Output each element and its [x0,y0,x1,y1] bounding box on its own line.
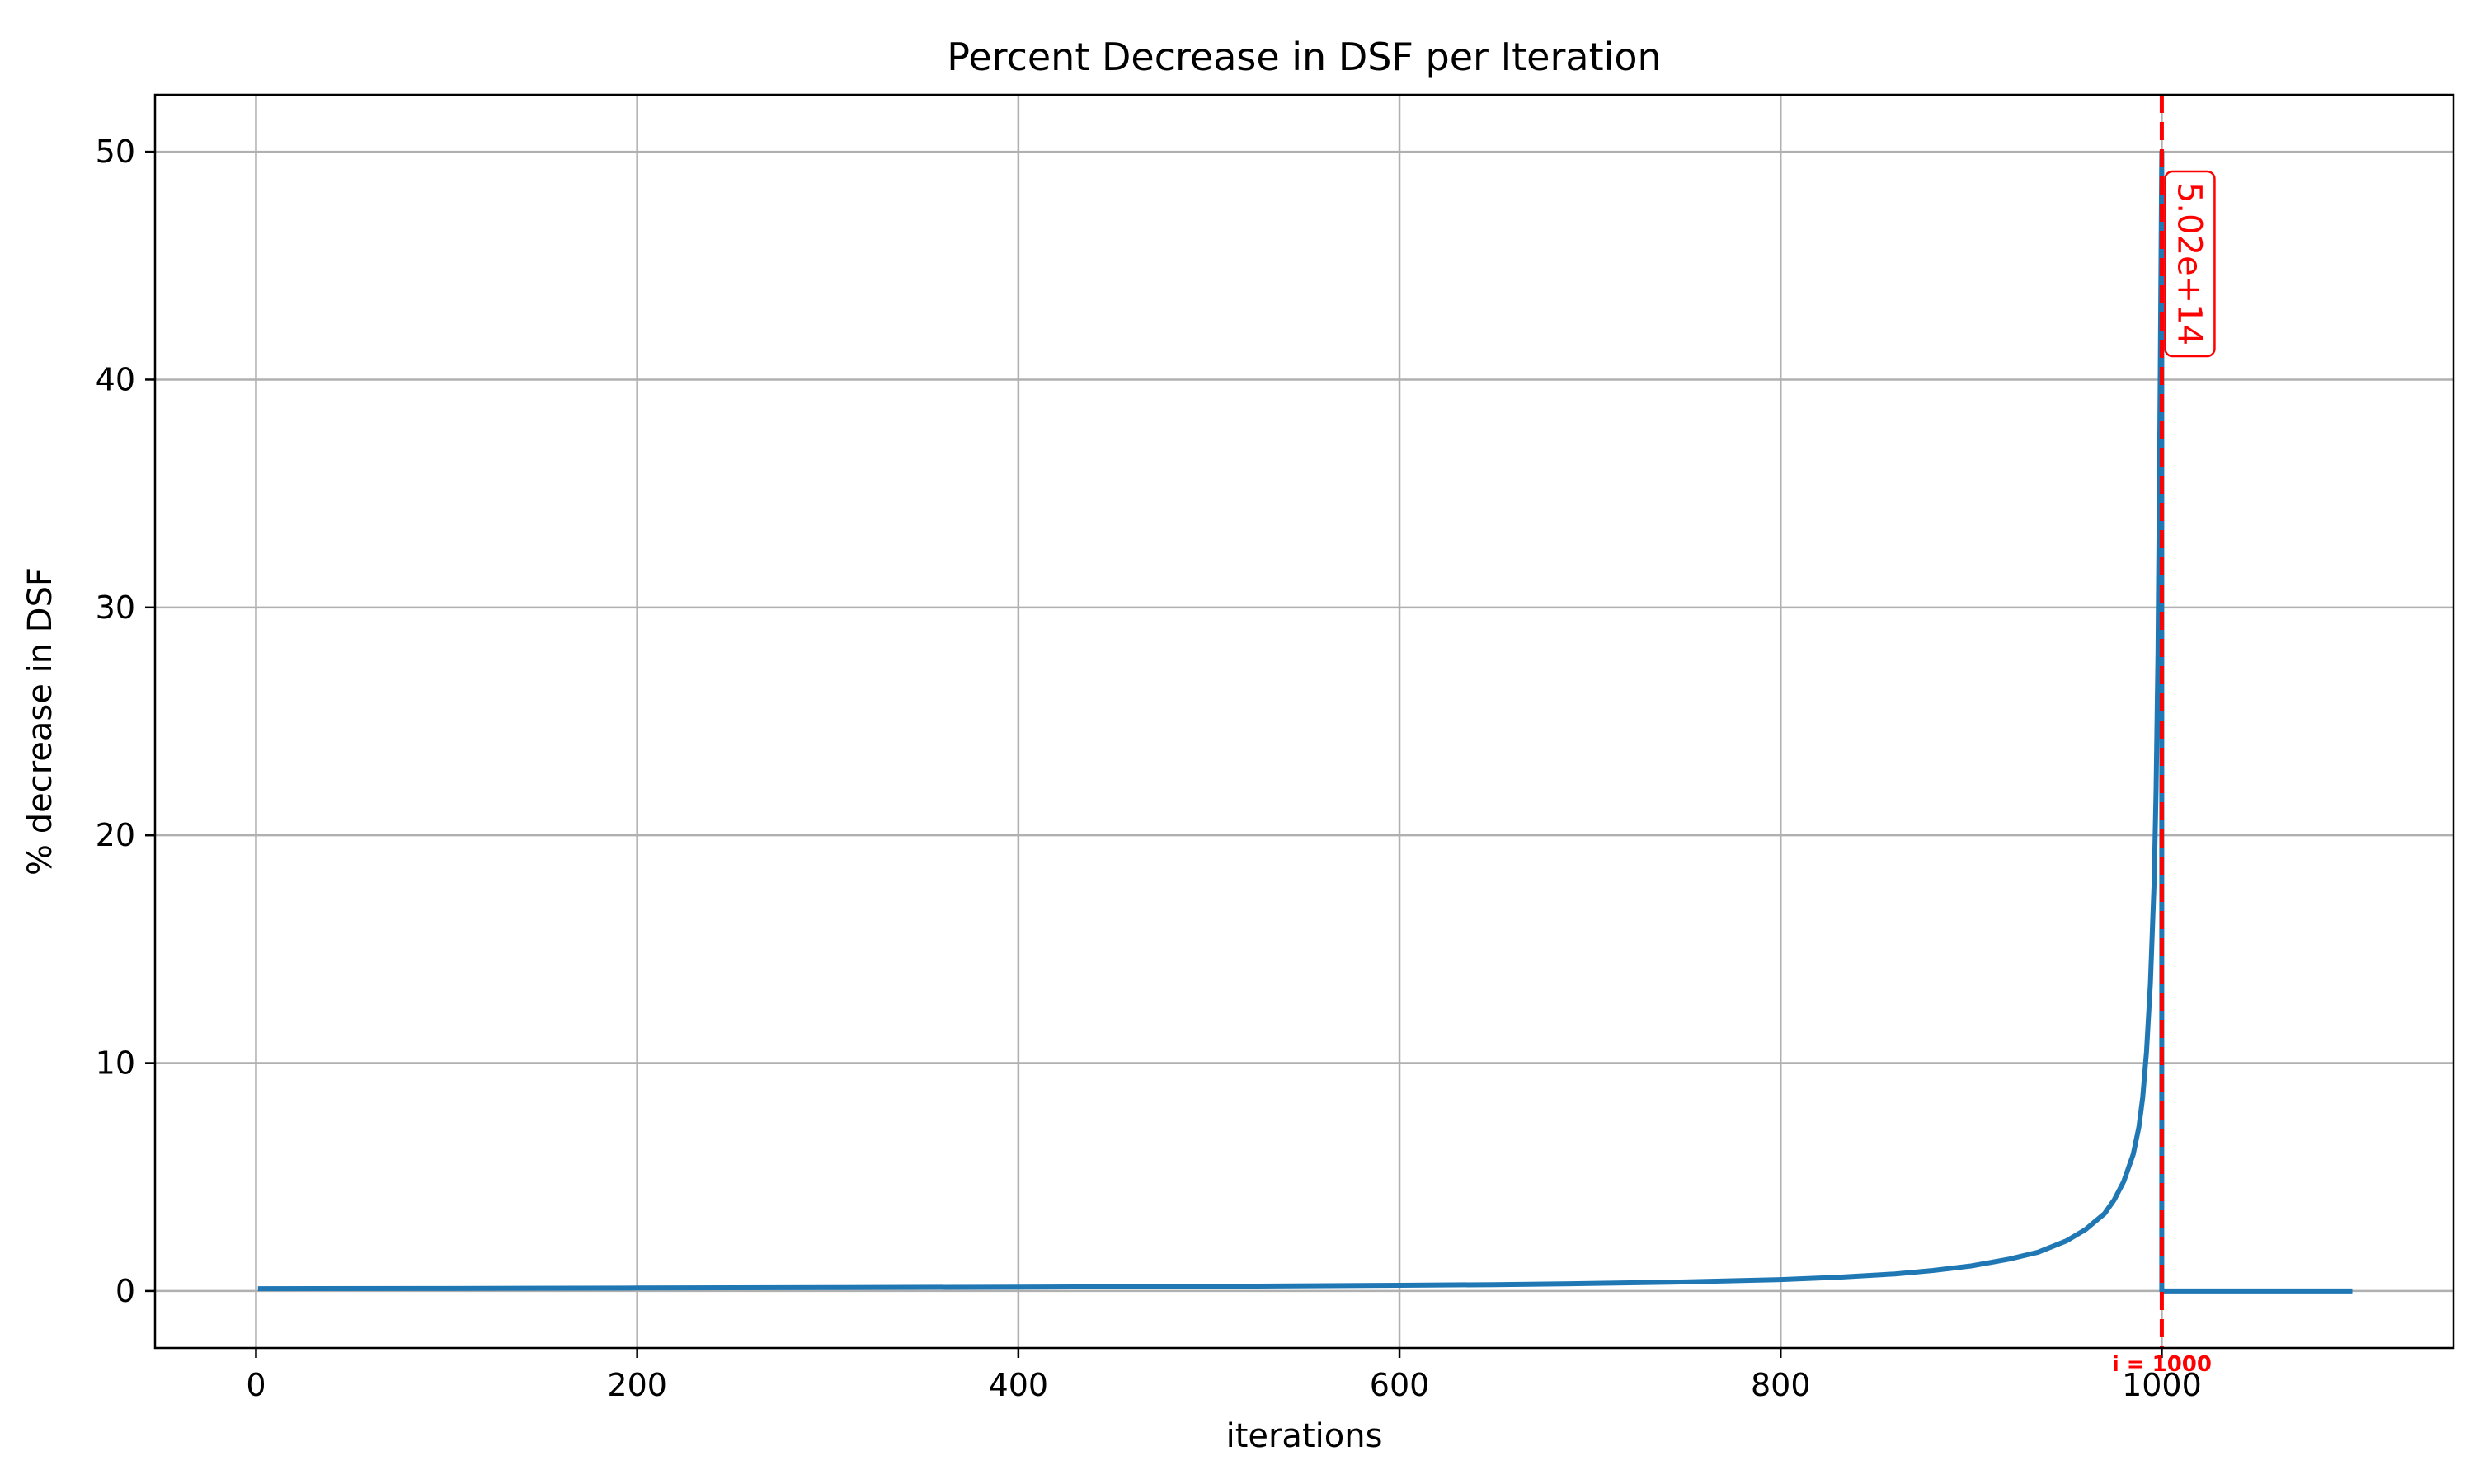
value-annotation-box [2164,170,2216,358]
x-tick-label: 0 [246,1367,266,1403]
y-axis-title: % decrease in DSF [21,567,59,876]
chart-title: Percent Decrease in DSF per Iteration [947,35,1661,79]
value-annotation: 5.02e+14 [2164,170,2216,358]
x-tick-label: 200 [607,1367,667,1403]
x-tick-label: 1000 [2122,1367,2202,1403]
y-tick-label: 20 [96,817,135,853]
marker-label: i = 1000 [2112,1352,2212,1377]
y-tick-label: 50 [96,134,135,170]
y-tick-label: 10 [96,1045,135,1082]
grid-layer [155,95,2453,1348]
series-line [257,149,2353,1294]
x-tick-label: 800 [1751,1367,1811,1403]
y-tick-label: 40 [96,361,135,397]
series-layer [257,149,2353,1294]
annotation-layer: 5.02e+14 i = 1000 [2112,170,2216,1377]
plot-frame [153,93,2455,1350]
x-tick-label: 600 [1370,1367,1430,1403]
y-tick-label: 30 [96,589,135,626]
tick-layer: 0 200 400 600 800 1000 0 10 20 30 40 50 [96,134,2202,1403]
y-tick-label: 0 [115,1273,135,1309]
x-axis-title: iterations [1226,1417,1383,1455]
x-tick-label: 400 [989,1367,1049,1403]
value-annotation-text: 5.02e+14 [2170,182,2208,345]
